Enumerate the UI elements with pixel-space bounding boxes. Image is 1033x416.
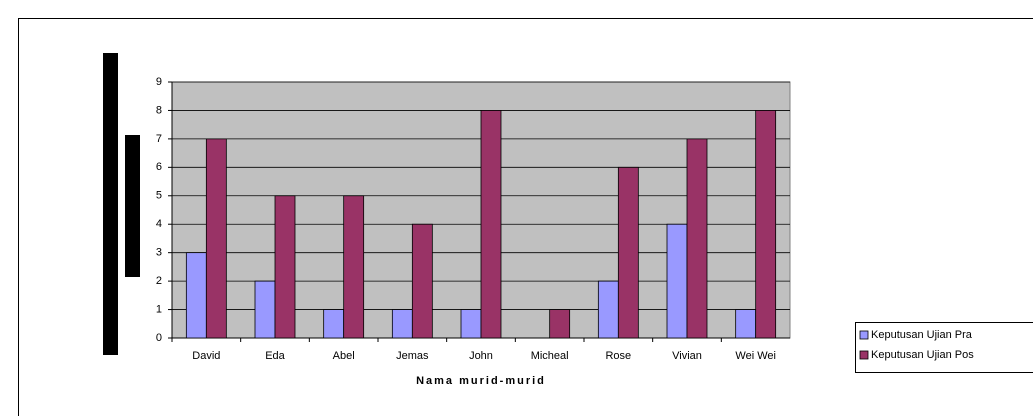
bar	[254, 280, 276, 339]
y-tick-label: 6	[156, 161, 162, 173]
bar	[323, 309, 345, 339]
redaction	[103, 53, 118, 355]
x-tick-label: Wei Wei	[735, 350, 776, 362]
legend-swatch	[859, 350, 869, 360]
y-tick-label: 1	[156, 303, 162, 315]
bar	[205, 138, 227, 339]
bar	[185, 252, 207, 339]
bar	[549, 309, 571, 339]
bar	[666, 223, 688, 339]
y-tick-label: 8	[156, 104, 162, 116]
bar	[480, 110, 502, 339]
x-tick-label: Jemas	[396, 350, 429, 362]
bar	[735, 309, 757, 339]
y-tick-label: 4	[156, 218, 162, 230]
bar	[460, 309, 482, 339]
x-tick-label: John	[469, 350, 493, 362]
bar	[686, 138, 708, 339]
legend-box	[855, 322, 1033, 373]
x-tick-label: Eda	[265, 350, 285, 362]
bar	[391, 309, 413, 339]
y-tick-label: 9	[156, 76, 162, 88]
bar	[274, 195, 296, 339]
bar	[597, 280, 619, 339]
legend-swatch	[859, 330, 869, 340]
redaction	[125, 135, 140, 277]
y-tick-label: 7	[156, 133, 162, 145]
x-axis-title: Nama murid-murid	[416, 375, 546, 387]
legend-label: Keputusan Ujian Pos	[871, 349, 974, 361]
bar	[411, 223, 433, 339]
y-tick-label: 3	[156, 247, 162, 259]
bar	[343, 195, 365, 339]
x-tick-label: Vivian	[672, 350, 702, 362]
y-tick-label: 2	[156, 275, 162, 287]
x-tick-label: Rose	[605, 350, 631, 362]
y-tick-label: 5	[156, 190, 162, 202]
x-tick-label: Micheal	[531, 350, 569, 362]
y-tick-label: 0	[156, 332, 162, 344]
x-tick-label: David	[192, 350, 220, 362]
bar	[755, 110, 777, 339]
bar	[617, 166, 639, 339]
x-tick-label: Abel	[333, 350, 355, 362]
legend-label: Keputusan Ujian Pra	[871, 329, 973, 341]
